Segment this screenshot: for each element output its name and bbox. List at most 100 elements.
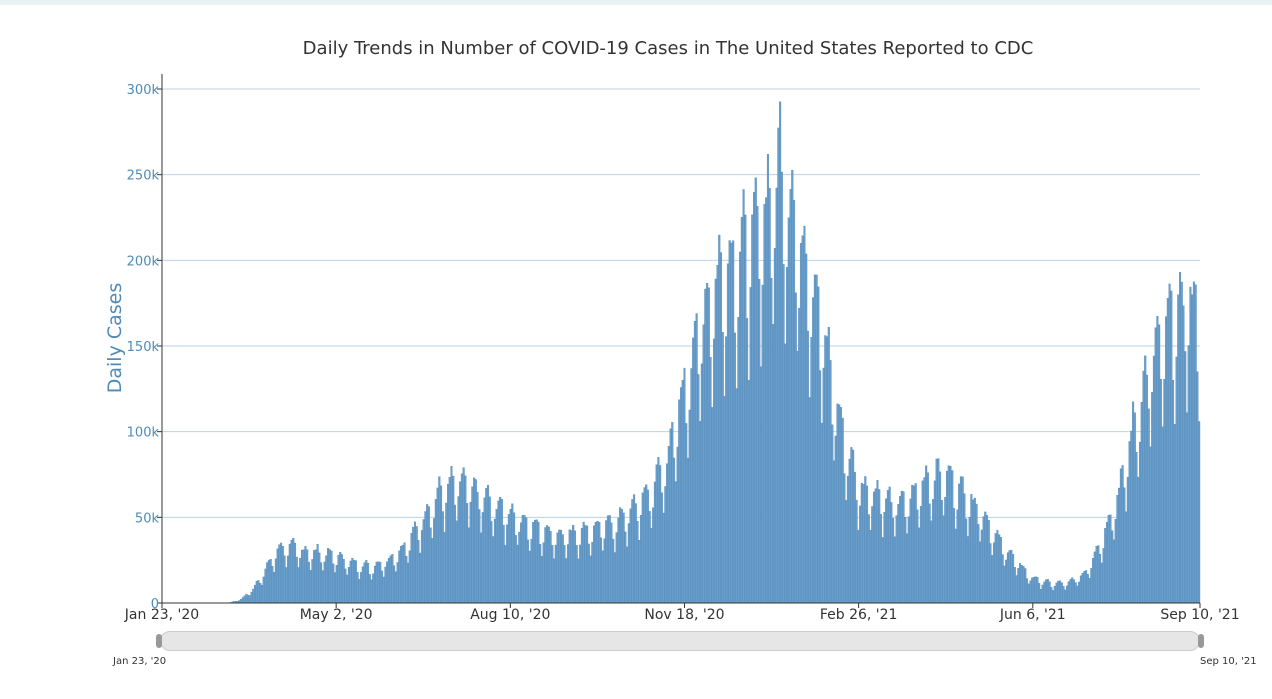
bar (765, 197, 768, 604)
bar (793, 200, 796, 604)
bar (542, 542, 545, 604)
bar (344, 568, 347, 604)
bar (631, 499, 634, 604)
bar (1036, 577, 1039, 604)
navigator-right-handle[interactable] (1198, 634, 1204, 648)
bar (704, 288, 707, 604)
bar (817, 286, 820, 604)
bar (1012, 554, 1015, 604)
bar (1064, 589, 1067, 604)
bar (652, 507, 655, 604)
bar (713, 338, 716, 604)
bar (1121, 465, 1124, 604)
navigator-start-label: Jan 23, '20 (113, 656, 167, 667)
bar (356, 572, 359, 604)
bar (561, 534, 564, 604)
bar (333, 572, 337, 604)
bar (952, 508, 955, 604)
bar (304, 546, 307, 604)
bar (1177, 294, 1180, 604)
bar (530, 538, 533, 604)
bar (250, 591, 253, 604)
navigator-left-handle[interactable] (156, 634, 162, 648)
bar (325, 555, 328, 604)
bar (394, 571, 397, 604)
bar (629, 508, 632, 604)
bar (379, 561, 382, 604)
bar (415, 526, 418, 604)
bar (1137, 476, 1140, 604)
bar (784, 343, 787, 604)
bar (740, 217, 743, 604)
bar (829, 360, 832, 604)
bar (568, 529, 571, 604)
bar (947, 465, 950, 604)
bar (885, 498, 888, 604)
bar (772, 324, 775, 604)
bar (566, 544, 570, 604)
bar (888, 486, 891, 604)
bar (958, 483, 961, 604)
bar (930, 520, 933, 604)
bar (864, 476, 867, 604)
bar (892, 518, 895, 604)
bar (721, 331, 724, 604)
bar (459, 481, 462, 604)
bar (1168, 283, 1171, 604)
bar (243, 595, 246, 604)
bar (893, 536, 896, 604)
bar (961, 476, 964, 604)
bar (973, 497, 976, 604)
bar (511, 503, 514, 604)
bar (940, 500, 943, 604)
bar (805, 253, 808, 604)
bar (1100, 562, 1103, 604)
bar (1052, 590, 1055, 604)
bar (789, 189, 792, 604)
bar (403, 542, 406, 604)
bar (907, 516, 910, 604)
bar (372, 573, 375, 604)
bar (363, 562, 366, 604)
bar (526, 539, 530, 604)
bar (1123, 487, 1126, 604)
bar (358, 579, 361, 604)
bar (855, 499, 858, 604)
bar (1189, 286, 1192, 604)
bar (1067, 581, 1070, 604)
bar (754, 177, 757, 604)
bar (900, 490, 903, 604)
bar (299, 557, 302, 604)
bar (473, 477, 476, 604)
bar (613, 552, 616, 604)
bar (361, 566, 364, 604)
bar (919, 506, 922, 604)
bar (486, 485, 490, 604)
bar (584, 525, 587, 604)
bar (737, 317, 740, 604)
bar (292, 538, 295, 604)
bar (1142, 370, 1145, 604)
bar (1154, 327, 1157, 604)
bar (806, 330, 809, 604)
bar (1065, 585, 1069, 604)
bar (267, 560, 270, 604)
bar (857, 530, 860, 604)
bar (1041, 584, 1044, 604)
bar (257, 580, 260, 604)
bar (401, 544, 404, 604)
bar (318, 552, 321, 604)
bar (686, 457, 689, 604)
bar (641, 492, 644, 604)
bar (926, 472, 929, 604)
bar (1005, 559, 1008, 604)
bar (766, 154, 769, 604)
bar (1020, 565, 1023, 604)
bar (949, 465, 952, 604)
bar (912, 485, 916, 604)
bar (1083, 571, 1086, 604)
bar (528, 550, 531, 604)
bar (290, 540, 293, 604)
bar (288, 543, 291, 604)
range-navigator[interactable] (160, 631, 1200, 651)
